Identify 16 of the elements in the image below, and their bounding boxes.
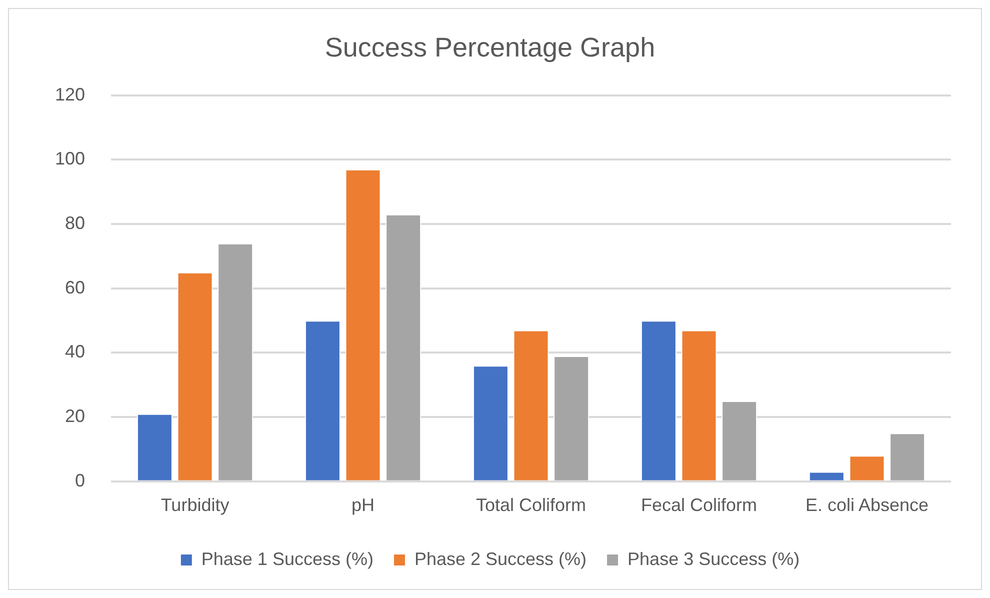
x-tick-label: pH bbox=[352, 495, 375, 516]
legend-label: Phase 3 Success (%) bbox=[628, 548, 800, 569]
legend-label: Phase 1 Success (%) bbox=[201, 548, 374, 569]
y-tick-label: 40 bbox=[65, 342, 86, 362]
y-tick-label: 100 bbox=[54, 148, 86, 169]
chart-title: Success Percentage Graph bbox=[324, 32, 656, 63]
legend-label: Phase 2 Success (%) bbox=[414, 548, 587, 569]
x-tick-label: Turbidity bbox=[160, 495, 230, 516]
y-tick-label: 20 bbox=[65, 406, 86, 426]
y-tick-label: 0 bbox=[75, 470, 86, 490]
y-tick-label: 60 bbox=[65, 277, 86, 298]
y-tick-label: 80 bbox=[65, 213, 86, 234]
x-tick-label: E. coli Absence bbox=[805, 495, 929, 516]
x-tick-label: Fecal Coliform bbox=[640, 495, 758, 516]
y-tick-label: 120 bbox=[54, 84, 86, 104]
x-tick-label: Total Coliform bbox=[476, 495, 586, 516]
